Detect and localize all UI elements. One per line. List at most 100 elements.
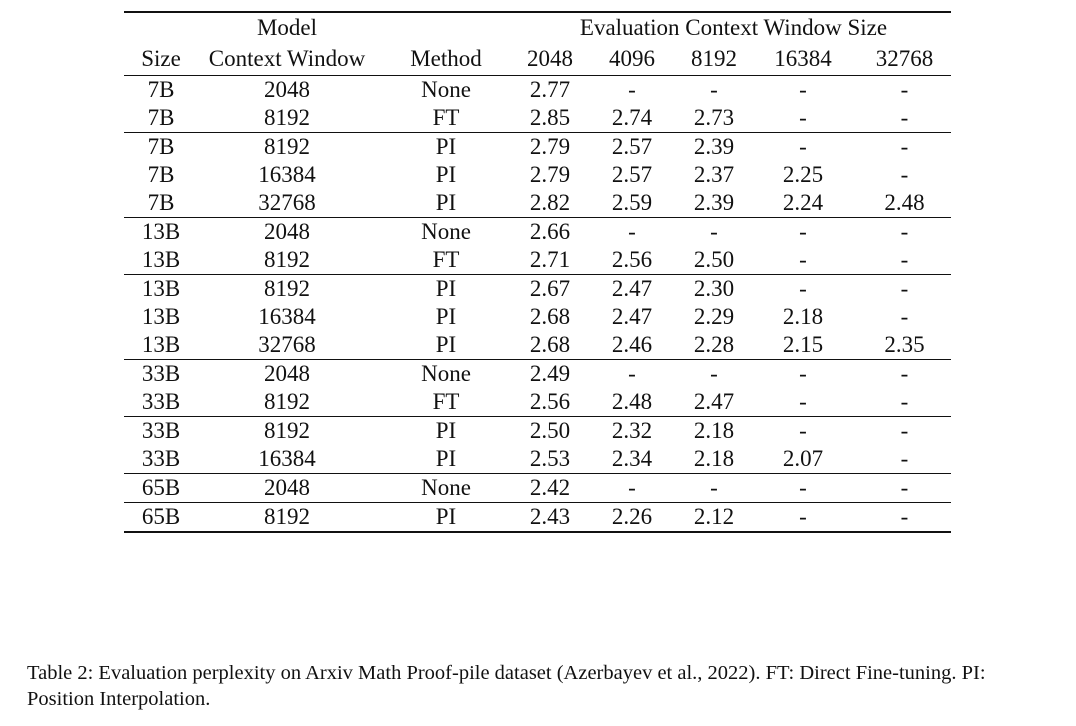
cell-size: 7B [147,77,175,102]
cell-context-window: 2048 [264,361,310,386]
cell-eval-2048: 2.77 [529,77,571,102]
cell-size: 7B [147,162,175,187]
cell-eval-4096: - [628,77,636,102]
table-row: 33B 8192 PI 2.50 2.32 2.18 - - [124,417,951,446]
cell-eval-16384: - [799,361,807,386]
cell-eval-4096: 2.57 [611,134,653,159]
cell-eval-32768: 2.48 [884,190,925,215]
cell-eval-16384: - [799,276,807,301]
cell-eval-32768: - [900,389,909,414]
cell-eval-2048: 2.68 [529,304,571,329]
cell-method: FT [432,105,460,130]
cell-eval-32768: - [900,276,909,301]
cell-eval-16384: 2.25 [782,162,824,187]
cell-context-window: 8192 [264,389,310,414]
cell-eval-2048: 2.43 [529,504,571,529]
cell-size: 13B [141,304,181,329]
cell-size: 33B [141,389,181,414]
table-row: 7B 16384 PI 2.79 2.57 2.37 2.25 - [124,161,951,189]
cell-eval-2048: 2.50 [529,418,571,443]
cell-eval-4096: 2.74 [611,105,653,130]
cell-eval-8192: 2.28 [693,332,735,357]
cell-eval-8192: 2.12 [693,504,735,529]
cell-method: PI [435,504,457,529]
cell-method: PI [435,332,457,357]
cell-eval-4096: 2.48 [611,389,653,414]
cell-context-window: 8192 [264,276,310,301]
cell-eval-32768: - [900,247,909,272]
cell-context-window: 8192 [264,105,310,130]
cell-eval-4096: - [628,361,636,386]
cell-method: None [421,219,471,244]
cell-eval-32768: - [900,418,909,443]
cell-method: PI [435,276,457,301]
cell-eval-16384: 2.15 [782,332,824,357]
table-caption: Table 2: Evaluation perplexity on Arxiv … [27,662,986,710]
cell-eval-4096: 2.59 [611,190,653,215]
header-size: Size [141,46,181,71]
cell-size: 7B [147,134,175,159]
cell-context-window: 32768 [258,332,316,357]
row-group: 7B 2048 None 2.77 - - - - 7B 8192 FT 2.85 2.74 2.73 - - [124,76,951,133]
cell-method: FT [432,247,460,272]
cell-eval-2048: 2.79 [529,162,571,187]
cell-method: PI [435,418,457,443]
cell-size: 13B [141,276,181,301]
cell-size: 13B [141,219,181,244]
header-blank [124,12,198,43]
results-table: Model Evaluation Context Window Size Siz… [124,11,951,533]
cell-eval-2048: 2.66 [529,219,571,244]
cell-eval-4096: - [628,219,636,244]
cell-method: PI [435,190,457,215]
table-row: 33B 16384 PI 2.53 2.34 2.18 2.07 - [124,445,951,474]
cell-eval-2048: 2.85 [529,105,571,130]
cell-eval-32768: - [900,162,909,187]
cell-eval-16384: - [799,105,807,130]
cell-eval-2048: 2.42 [529,475,571,500]
cell-size: 13B [141,247,181,272]
row-group: 65B 2048 None 2.42 - - - - [124,474,951,503]
header-method: Method [410,46,482,71]
row-group: 33B 8192 PI 2.50 2.32 2.18 - - 33B 16384 PI 2.53 2.3… [124,417,951,474]
cell-context-window: 8192 [264,134,310,159]
cell-size: 13B [141,332,181,357]
header-eval-16384: 16384 [774,46,832,71]
header-model: Model [256,15,318,40]
cell-eval-2048: 2.56 [529,389,571,414]
row-group: 13B 2048 None 2.66 - - - - 13B 8192 FT 2.71 2.56 2.50… [124,218,951,275]
cell-context-window: 8192 [264,504,310,529]
cell-eval-8192: 2.73 [693,105,735,130]
cell-eval-8192: 2.29 [693,304,735,329]
cell-eval-16384: - [799,134,807,159]
cell-eval-8192: - [710,219,718,244]
cell-method: PI [435,446,457,471]
cell-method: PI [435,134,457,159]
cell-eval-16384: 2.18 [782,304,824,329]
cell-eval-2048: 2.82 [529,190,571,215]
header-eval-32768: 32768 [875,46,934,71]
cell-eval-16384: - [799,77,807,102]
cell-context-window: 16384 [258,304,316,329]
table-row: 33B 2048 None 2.49 - - - - [124,360,951,389]
cell-eval-8192: 2.39 [693,190,735,215]
cell-eval-32768: - [900,134,909,159]
cell-eval-32768: 2.35 [884,332,925,357]
cell-context-window: 2048 [264,219,310,244]
cell-eval-2048: 2.49 [529,361,571,386]
cell-method: PI [435,304,457,329]
table-row: 13B 32768 PI 2.68 2.46 2.28 2.15 2.35 [124,331,951,360]
cell-eval-32768: - [900,446,909,471]
cell-context-window: 2048 [264,77,310,102]
cell-eval-16384: 2.07 [782,446,824,471]
cell-eval-16384: - [799,219,807,244]
cell-eval-32768: - [900,475,909,500]
cell-eval-16384: - [799,418,807,443]
table-row: 13B 8192 PI 2.67 2.47 2.30 - - [124,275,951,304]
cell-context-window: 8192 [264,247,310,272]
header-eval-8192: 8192 [691,46,737,71]
table-row: 13B 8192 FT 2.71 2.56 2.50 - - [124,246,951,275]
cell-method: PI [435,162,457,187]
cell-eval-8192: - [710,361,718,386]
header-eval-4096: 4096 [609,46,655,71]
header-eval-context: Evaluation Context Window Size [579,15,888,40]
